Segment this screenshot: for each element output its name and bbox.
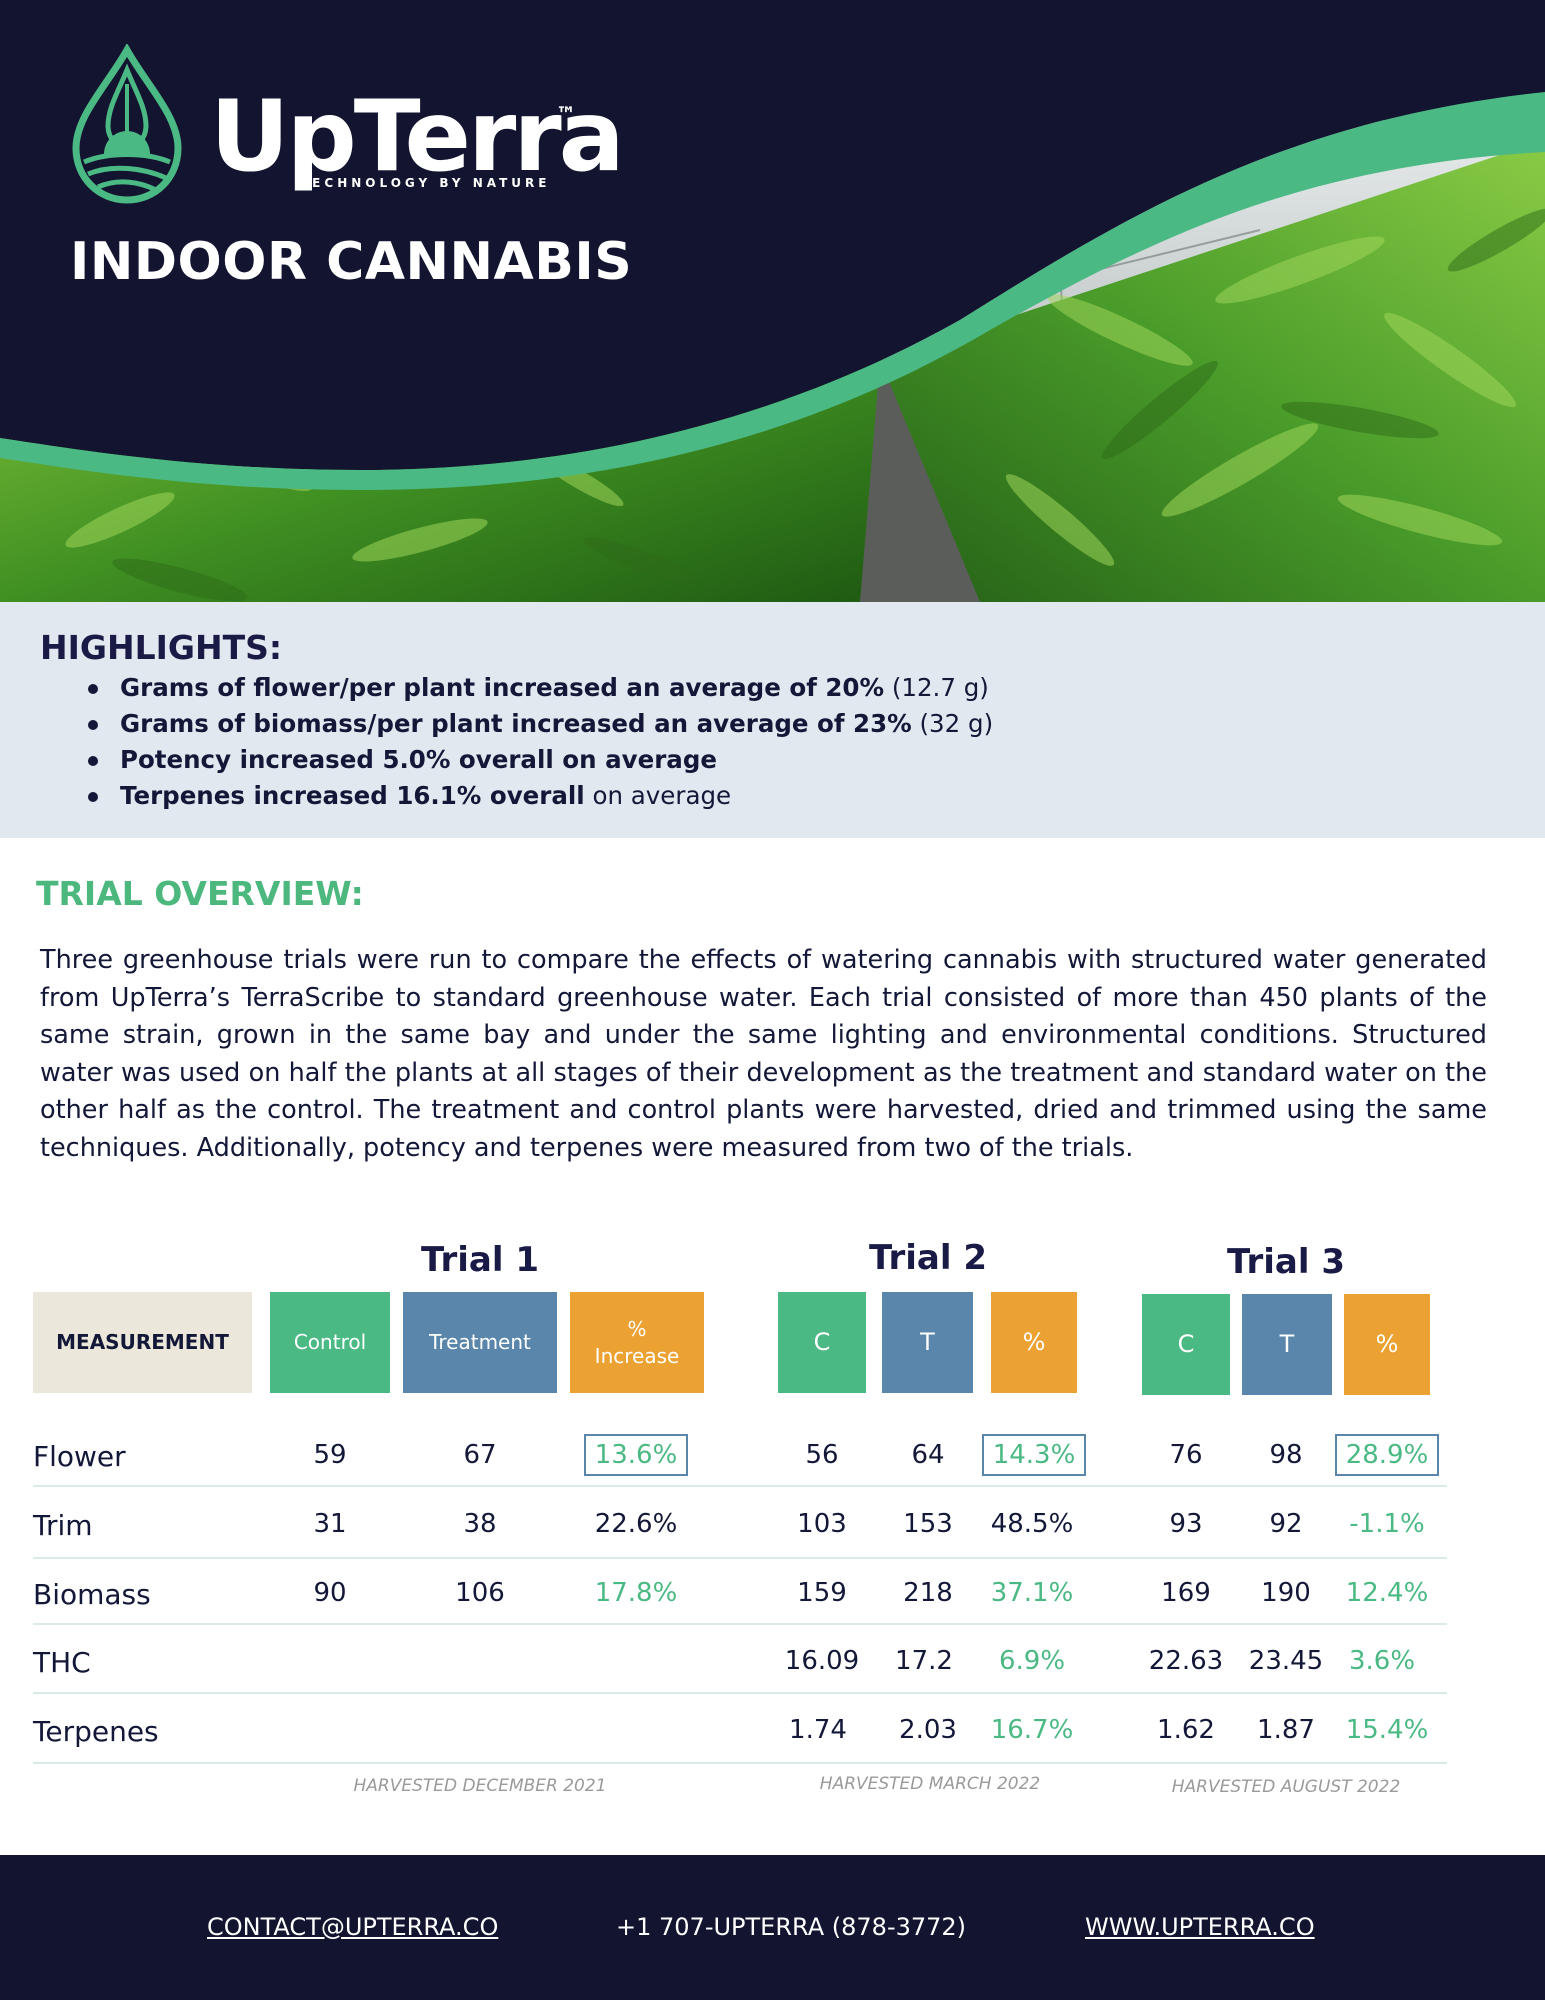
trial-1-harvest-note: HARVESTED DECEMBER 2021 <box>353 1776 607 1796</box>
table-cell: 103 <box>797 1509 847 1539</box>
trial-3-increase-header: % <box>1344 1294 1430 1395</box>
footer: CONTACT@UPTERRA.CO +1 707-UPTERRA (878-3… <box>0 1855 1545 2000</box>
table-cell-highlighted: 14.3% <box>982 1434 1086 1476</box>
trial-2-harvest-note: HARVESTED MARCH 2022 <box>819 1774 1041 1794</box>
trial-2-title: Trial 2 <box>869 1238 987 1278</box>
table-cell: 3.6% <box>1348 1646 1416 1676</box>
table-cell: 93 <box>1169 1509 1203 1539</box>
measurement-header: MEASUREMENT <box>33 1292 252 1393</box>
trial-2-treatment-header: T <box>882 1292 973 1393</box>
trial-1-control-header: Control <box>270 1292 390 1393</box>
table-cell: 106 <box>455 1578 505 1608</box>
highlight-item: Grams of flower/per plant increased an a… <box>86 670 993 706</box>
table-cell: 37.1% <box>990 1578 1074 1608</box>
table-cell: 1.62 <box>1157 1715 1215 1745</box>
table-cell: 12.4% <box>1345 1578 1429 1608</box>
table-cell: 48.5% <box>990 1509 1074 1539</box>
table-cell: 90 <box>313 1578 347 1608</box>
highlights-list: Grams of flower/per plant increased an a… <box>86 670 993 814</box>
table-cell: 190 <box>1261 1578 1311 1608</box>
table-cell: 67 <box>463 1440 497 1470</box>
table-cell: 92 <box>1269 1509 1303 1539</box>
brand-tagline: TECHNOLOGY BY NATURE <box>300 176 551 190</box>
trademark-symbol: ™ <box>556 102 576 126</box>
trial-1-title: Trial 1 <box>421 1240 539 1280</box>
row-label-biomass: Biomass <box>33 1578 151 1611</box>
trial-3-harvest-note: HARVESTED AUGUST 2022 <box>1171 1777 1401 1797</box>
table-cell: 218 <box>903 1578 953 1608</box>
trial-3-control-header: C <box>1142 1294 1230 1395</box>
table-cell: 64 <box>911 1440 945 1470</box>
table-cell: 22.63 <box>1148 1646 1224 1676</box>
overview-title: TRIAL OVERVIEW: <box>36 874 364 913</box>
trial-1-treatment-header: Treatment <box>403 1292 557 1393</box>
table-cell: 23.45 <box>1248 1646 1324 1676</box>
table-cell: 98 <box>1269 1440 1303 1470</box>
table-cell: 159 <box>797 1578 847 1608</box>
table-cell: 76 <box>1169 1440 1203 1470</box>
row-divider <box>33 1623 1447 1625</box>
row-divider <box>33 1692 1447 1694</box>
highlight-item: Terpenes increased 16.1% overall on aver… <box>86 778 993 814</box>
upterra-logo: UpTerra ™ TECHNOLOGY BY NATURE <box>68 44 625 214</box>
table-cell: 59 <box>313 1440 347 1470</box>
highlights-title: HIGHLIGHTS: <box>40 628 283 667</box>
table-cell-highlighted: 28.9% <box>1335 1434 1439 1476</box>
highlights-section: HIGHLIGHTS: Grams of flower/per plant in… <box>0 602 1545 838</box>
overview-paragraph: Three greenhouse trials were run to comp… <box>40 945 1487 1163</box>
table-cell: 169 <box>1161 1578 1211 1608</box>
highlight-item: Potency increased 5.0% overall on averag… <box>86 742 993 778</box>
water-drop-logo-icon <box>72 44 182 204</box>
trial-2-increase-header: % <box>991 1292 1077 1393</box>
table-cell-highlighted: 13.6% <box>584 1434 688 1476</box>
row-label-flower: Flower <box>33 1440 126 1473</box>
website-link[interactable]: WWW.UPTERRA.CO <box>1085 1913 1315 1941</box>
table-cell: 16.09 <box>784 1646 860 1676</box>
greenhouse-photo <box>0 0 1545 602</box>
contact-email-link[interactable]: CONTACT@UPTERRA.CO <box>207 1913 499 1941</box>
table-cell: 16.7% <box>990 1715 1074 1745</box>
trial-3-title: Trial 3 <box>1227 1242 1345 1282</box>
table-cell: 1.87 <box>1257 1715 1315 1745</box>
row-divider <box>33 1557 1447 1559</box>
table-cell: 1.74 <box>789 1715 847 1745</box>
table-cell: 153 <box>903 1509 953 1539</box>
row-divider <box>33 1485 1447 1487</box>
table-cell: 17.2 <box>895 1646 953 1676</box>
table-cell: 17.8% <box>594 1578 678 1608</box>
row-label-trim: Trim <box>33 1509 93 1542</box>
row-label-thc: THC <box>33 1646 91 1679</box>
highlight-item: Grams of biomass/per plant increased an … <box>86 706 993 742</box>
table-cell: 2.03 <box>899 1715 957 1745</box>
trial-2-control-header: C <box>778 1292 866 1393</box>
table-cell: 31 <box>313 1509 347 1539</box>
table-cell: 56 <box>805 1440 839 1470</box>
trial-3-treatment-header: T <box>1242 1294 1332 1395</box>
header-banner: UpTerra ™ TECHNOLOGY BY NATURE INDOOR CA… <box>0 0 1545 602</box>
page-title: INDOOR CANNABIS <box>70 232 633 292</box>
table-cell: 15.4% <box>1345 1715 1429 1745</box>
brand-name: UpTerra <box>210 80 625 194</box>
table-cell: -1.1% <box>1349 1509 1425 1539</box>
table-cell: 38 <box>463 1509 497 1539</box>
table-cell: 22.6% <box>594 1509 678 1539</box>
contact-phone: +1 707-UPTERRA (878-3772) <box>616 1913 967 1941</box>
trial-1-increase-header: % Increase <box>570 1292 704 1393</box>
table-cell: 6.9% <box>998 1646 1066 1676</box>
row-divider <box>33 1762 1447 1764</box>
row-label-terpenes: Terpenes <box>33 1715 159 1748</box>
